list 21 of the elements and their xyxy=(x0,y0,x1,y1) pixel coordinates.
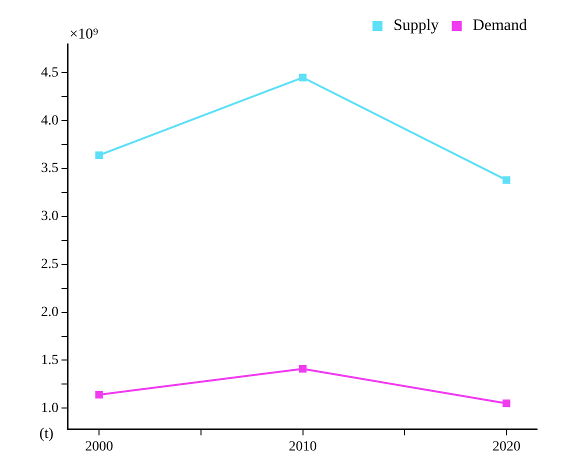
y-tick-label: 4.5 xyxy=(41,65,58,80)
y-axis-title: (t) xyxy=(39,426,54,442)
legend-label: Supply xyxy=(393,17,439,34)
point xyxy=(502,176,510,184)
text: ×10⁹ xyxy=(70,26,98,42)
y-tick-label: 2.0 xyxy=(41,304,58,320)
x-tick-label: 2010 xyxy=(288,439,317,454)
y-tick-label: 3.5 xyxy=(41,161,58,176)
y-tick-label: 2.5 xyxy=(41,257,58,272)
x-tick-label: 2020 xyxy=(492,439,520,454)
legend-label: Demand xyxy=(472,17,527,34)
y-tick-label: 1.5 xyxy=(41,352,58,368)
x-tick-label: 2000 xyxy=(85,439,114,454)
point xyxy=(502,400,510,408)
point xyxy=(95,390,103,399)
point xyxy=(298,74,307,82)
point xyxy=(298,365,307,373)
y-tick-label: 4.0 xyxy=(41,113,58,128)
y-tick-label: 3.0 xyxy=(41,209,58,224)
y-tick-label: 1.0 xyxy=(41,400,58,416)
point xyxy=(95,151,103,159)
